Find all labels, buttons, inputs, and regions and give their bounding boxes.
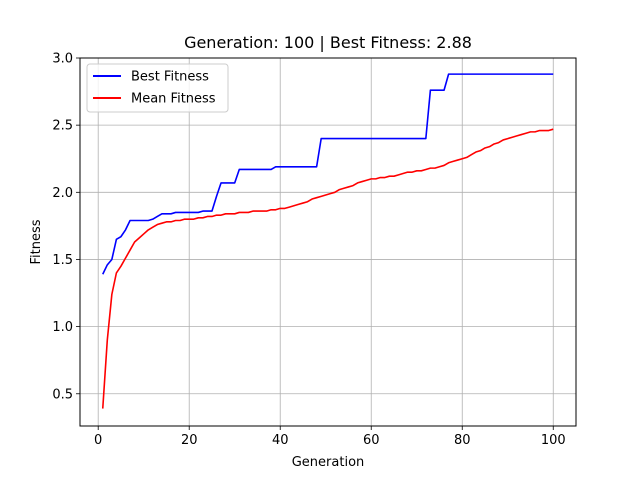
series-layer — [101, 73, 554, 409]
y-axis-title: Fitness — [29, 219, 44, 264]
x-tick-label: 60 — [363, 433, 380, 448]
x-tick-label: 80 — [454, 433, 471, 448]
x-tick-label: 40 — [272, 433, 289, 448]
y-tick-label: 2.0 — [52, 186, 73, 201]
y-tick-label: 1.0 — [52, 320, 73, 335]
legend-label-mean-fitness: Mean Fitness — [131, 92, 216, 107]
chart-title: Generation: 100 | Best Fitness: 2.88 — [184, 33, 472, 52]
legend-box — [86, 63, 229, 113]
x-tick-label: 20 — [181, 433, 198, 448]
x-tick-label: 0 — [94, 433, 102, 448]
x-axis-title: Generation — [292, 455, 365, 470]
mean-fitness-line — [101, 128, 554, 409]
grid-layer — [80, 57, 576, 426]
plot-frame — [79, 57, 577, 427]
best-fitness-line — [102, 73, 554, 275]
legend-label-best-fitness: Best Fitness — [131, 70, 209, 85]
y-tick-label: 3.0 — [52, 52, 73, 67]
legend: Best Fitness Mean Fitness — [86, 63, 229, 113]
y-tick-label: 1.5 — [52, 253, 73, 268]
y-tick-label: 2.5 — [52, 119, 73, 134]
x-tick-label: 100 — [541, 433, 566, 448]
y-tick-label: 0.5 — [52, 387, 73, 402]
tick-layer: 0 20 40 60 80 100 0.5 1.0 1.5 2.0 2.5 3.0 — [52, 52, 565, 449]
